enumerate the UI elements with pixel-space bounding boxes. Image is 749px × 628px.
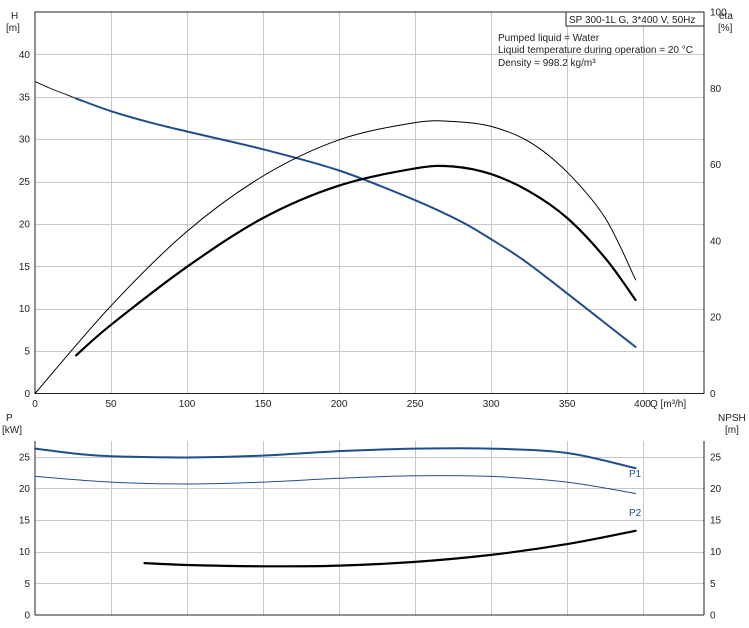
top-y-right-ticks: 0 20 40 60 80 100 <box>710 8 727 401</box>
bottom-y-left-tick-25: 25 <box>19 452 31 463</box>
top-y-right-tick-80: 80 <box>710 84 722 95</box>
bottom-series-p1-line <box>34 447 637 470</box>
top-y-left-tick-40: 40 <box>19 50 31 61</box>
bottom-y-right-tick-25: 25 <box>710 452 722 463</box>
top-y-right-tick-40: 40 <box>710 236 722 247</box>
bottom-grid <box>35 441 704 615</box>
top-grid <box>35 12 704 394</box>
top-series-3-line <box>75 164 637 357</box>
bottom-y-left-tick-10: 10 <box>19 547 31 558</box>
series-label-p1: P1 <box>629 469 642 480</box>
x-tick-350: 350 <box>559 399 576 410</box>
bottom-y-right-ticks: 0 5 10 15 20 25 <box>710 452 722 621</box>
bottom-left-axis-label-1: P <box>6 413 13 424</box>
top-y-left-tick-30: 30 <box>19 135 31 146</box>
bottom-y-right-tick-10: 10 <box>710 547 722 558</box>
top-y-right-tick-20: 20 <box>710 313 722 324</box>
x-tick-200: 200 <box>331 399 348 410</box>
bottom-series-p2-line <box>34 475 637 494</box>
bottom-y-left-tick-0: 0 <box>24 611 30 622</box>
top-y-left-tick-15: 15 <box>19 262 31 273</box>
top-plot-frame <box>34 11 705 394</box>
top-y-left-tick-35: 35 <box>19 92 31 103</box>
x-axis-label: Q [m³/h] <box>650 399 686 410</box>
x-tick-50: 50 <box>105 399 117 410</box>
x-tick-labels: 0 50 100 150 200 250 300 350 400 <box>32 399 651 410</box>
annotation-liquid-temperature: Liquid temperature during operation = 20… <box>498 45 693 56</box>
top-y-left-ticks: 0 5 10 15 20 25 30 35 40 <box>19 50 31 400</box>
top-left-axis-label-1: H <box>11 11 18 22</box>
top-left-axis-label-2: [m] <box>6 23 20 34</box>
x-tick-100: 100 <box>179 399 196 410</box>
top-y-left-tick-10: 10 <box>19 304 31 315</box>
bottom-y-right-tick-0: 0 <box>710 611 716 622</box>
x-tick-150: 150 <box>255 399 272 410</box>
top-series-1-line <box>75 97 637 348</box>
bottom-y-left-tick-15: 15 <box>19 516 31 527</box>
annotation-density: Density = 998.2 kg/m³ <box>498 58 596 69</box>
x-tick-250: 250 <box>407 399 424 410</box>
top-series <box>34 81 637 394</box>
top-series-2-line <box>34 120 637 394</box>
bottom-y-right-tick-5: 5 <box>710 579 716 590</box>
top-y-left-tick-25: 25 <box>19 177 31 188</box>
top-y-right-tick-60: 60 <box>710 160 722 171</box>
top-y-right-tick-100: 100 <box>710 8 727 19</box>
top-y-left-tick-20: 20 <box>19 219 31 230</box>
bottom-y-right-tick-15: 15 <box>710 516 722 527</box>
bottom-y-left-tick-5: 5 <box>24 579 30 590</box>
top-right-axis-label-2: [%] <box>718 23 733 34</box>
title-box <box>565 11 705 27</box>
top-y-left-tick-5: 5 <box>24 347 30 358</box>
top-series-0-line <box>34 81 77 99</box>
bottom-y-left-tick-20: 20 <box>19 484 31 495</box>
bottom-right-axis-label-1: NPSH <box>718 413 746 424</box>
annotation-pumped-liquid: Pumped liquid = Water <box>498 33 600 44</box>
bottom-right-axis-label-2: [m] <box>725 425 739 436</box>
top-right-axis-label-1: eta <box>719 11 733 22</box>
x-tick-0: 0 <box>32 399 38 410</box>
bottom-y-right-tick-20: 20 <box>710 484 722 495</box>
bottom-left-axis-label-2: [kW] <box>2 425 22 436</box>
x-tick-400: 400 <box>634 399 651 410</box>
chart-title: SP 300-1L G, 3*400 V, 50Hz <box>569 15 695 26</box>
x-tick-300: 300 <box>483 399 500 410</box>
bottom-series <box>34 447 637 568</box>
top-y-right-tick-0: 0 <box>710 389 716 400</box>
series-label-p2: P2 <box>629 508 642 519</box>
bottom-series-2-line <box>143 529 637 568</box>
top-y-left-tick-0: 0 <box>24 389 30 400</box>
bottom-y-left-ticks: 0 5 10 15 20 25 <box>19 452 31 621</box>
